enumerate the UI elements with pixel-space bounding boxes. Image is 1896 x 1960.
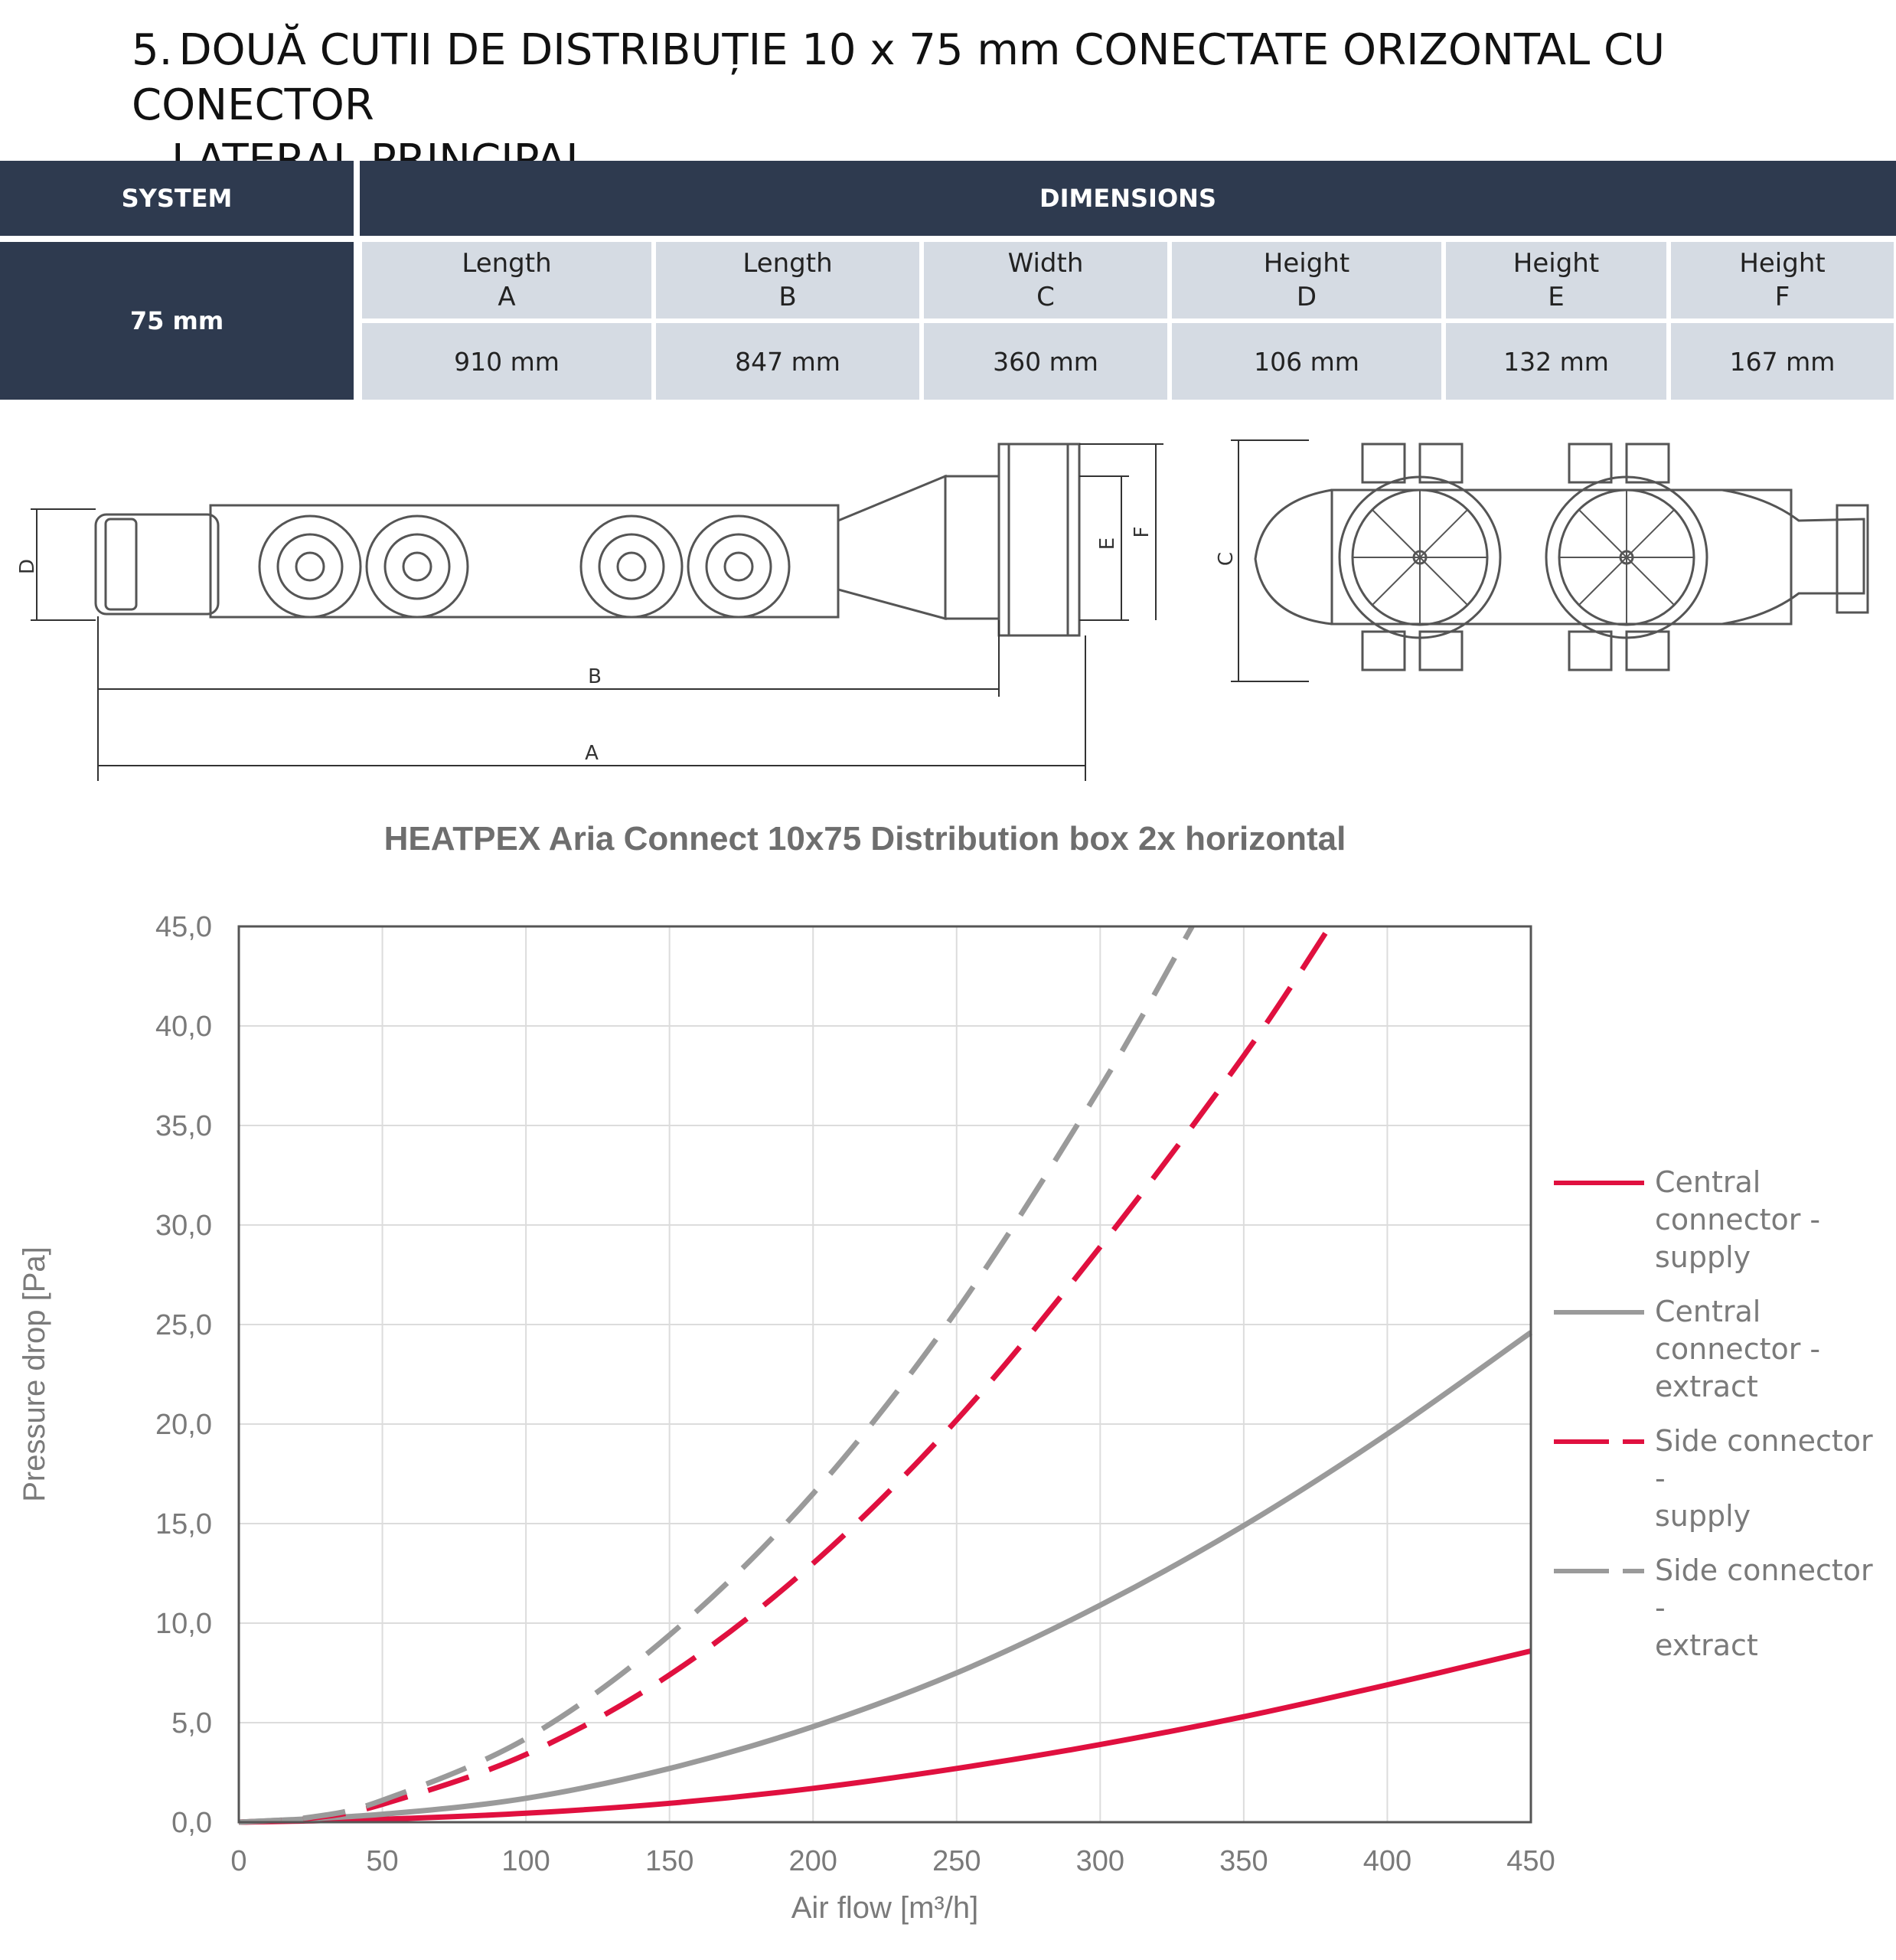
x-tick-label: 300	[1076, 1845, 1124, 1877]
legend-label-line: supply	[1655, 1240, 1751, 1274]
legend-swatch	[1554, 1439, 1644, 1444]
chart-title: HEATPEX Aria Connect 10x75 Distribution …	[384, 820, 1346, 858]
legend-swatch	[1554, 1310, 1644, 1315]
y-tick-label: 20,0	[155, 1409, 212, 1441]
table-cell: 106 mm	[1170, 318, 1444, 400]
legend-label-line: connector -	[1655, 1203, 1821, 1236]
legend-label-line: connector -	[1655, 1332, 1821, 1366]
y-tick-label: 40,0	[155, 1011, 212, 1043]
series-line-1	[238, 1648, 1532, 1825]
legend-label-line: Side connector -	[1655, 1424, 1873, 1495]
column-name: Length	[742, 248, 833, 279]
heading-number: 5.	[132, 25, 173, 75]
y-tick-label: 45,0	[155, 911, 212, 943]
dimension-label-d: D	[16, 559, 39, 574]
plot-frame	[237, 925, 1532, 1824]
column-label: Height D	[1170, 236, 1444, 318]
dimensions-header: DIMENSIONS	[360, 161, 1896, 236]
series-line-4	[238, 925, 1195, 1825]
legend-item: Side connector - extract	[1554, 1552, 1891, 1664]
table-cell: 910 mm	[360, 318, 654, 400]
series-line-3	[238, 925, 1333, 1825]
column-letter: D	[1296, 282, 1317, 312]
dimension-label-b: B	[588, 665, 602, 688]
x-tick-label: 50	[366, 1845, 398, 1877]
column-letter: F	[1774, 282, 1790, 312]
x-tick-label: 200	[789, 1845, 837, 1877]
legend-label-line: Central	[1655, 1165, 1761, 1199]
table-cell: 360 mm	[922, 318, 1170, 400]
dimension-label-f: F	[1131, 527, 1154, 538]
column-letter: B	[778, 282, 797, 312]
dimensions-table: SYSTEM DIMENSIONS 75 mm Length A Length B …	[0, 161, 1896, 400]
x-tick-label: 0	[230, 1845, 246, 1877]
legend-swatch	[1554, 1181, 1644, 1185]
dimension-label-a: A	[585, 742, 599, 765]
column-label: Width C	[922, 236, 1170, 318]
legend-label-line: extract	[1655, 1628, 1758, 1662]
x-tick-label: 400	[1363, 1845, 1411, 1877]
column-label: Length B	[654, 236, 922, 318]
legend-swatch	[1554, 1569, 1644, 1573]
legend-item: Central connector - supply	[1554, 1164, 1891, 1276]
legend-label-line: extract	[1655, 1370, 1758, 1403]
column-name: Height	[1739, 248, 1826, 279]
system-value: 75 mm	[0, 236, 360, 400]
table-cell: 132 mm	[1444, 318, 1669, 400]
column-label: Height E	[1444, 236, 1669, 318]
top-view-drawing: C	[1217, 439, 1869, 682]
y-tick-label: 35,0	[155, 1110, 212, 1142]
x-tick-label: 350	[1219, 1845, 1268, 1877]
y-tick-labels: 0,0 5,0 10,0 15,0 20,0 25,0 30,0 35,0 40,0 45,0	[155, 911, 212, 1839]
table-cell: 847 mm	[654, 318, 922, 400]
pressure-drop-chart: HEATPEX Aria Connect 10x75 Distribution …	[18, 820, 1555, 1925]
column-letter: E	[1548, 282, 1565, 312]
column-name: Length	[462, 248, 552, 279]
legend-item: Side connector - supply	[1554, 1423, 1891, 1535]
x-tick-label: 250	[932, 1845, 981, 1877]
x-axis-label: Air flow [m³/h]	[791, 1891, 978, 1925]
column-letter: A	[498, 282, 516, 312]
y-tick-label: 10,0	[155, 1608, 212, 1640]
chart-legend: Central connector - supply Central connector…	[1554, 1164, 1891, 1681]
column-name: Width	[1007, 248, 1084, 279]
x-tick-label: 450	[1506, 1845, 1555, 1877]
legend-item: Central connector - extract	[1554, 1293, 1891, 1406]
table-value-row: 910 mm 847 mm 360 mm 106 mm 132 mm 167 m…	[0, 318, 1896, 400]
x-tick-labels: 0 50 100 150 200 250 300 350 400 450	[230, 1845, 1555, 1877]
column-label: Length A	[360, 236, 654, 318]
x-tick-label: 150	[645, 1845, 693, 1877]
y-tick-label: 15,0	[155, 1508, 212, 1540]
column-letter: C	[1036, 282, 1055, 312]
table-header-row: SYSTEM DIMENSIONS	[0, 161, 1896, 236]
system-header: SYSTEM	[0, 161, 360, 236]
side-view-drawing: B A D E F	[16, 443, 1163, 781]
dimension-label-e: E	[1096, 537, 1119, 550]
y-tick-label: 0,0	[171, 1807, 212, 1839]
chart-grid	[238, 926, 1532, 1823]
legend-label-line: supply	[1655, 1499, 1751, 1533]
y-axis-label: Pressure drop [Pa]	[18, 1246, 51, 1502]
y-tick-label: 25,0	[155, 1309, 212, 1341]
column-name: Height	[1513, 248, 1600, 279]
series-line-2	[238, 1330, 1533, 1825]
series-layer	[238, 925, 1533, 1825]
heading-line-1: DOUĂ CUTII DE DISTRIBUȚIE 10 x 75 mm CON…	[132, 25, 1666, 130]
y-tick-label: 5,0	[171, 1707, 212, 1740]
column-name: Height	[1263, 248, 1350, 279]
dimension-label-c: C	[1217, 552, 1238, 566]
table-label-row: 75 mm Length A Length B Width C Height D Hei…	[0, 236, 1896, 400]
x-tick-label: 100	[501, 1845, 550, 1877]
legend-label-line: Central	[1655, 1295, 1761, 1328]
table-cell: 167 mm	[1669, 318, 1896, 400]
column-label: Height F	[1669, 236, 1896, 318]
y-tick-label: 30,0	[155, 1210, 212, 1242]
legend-label-line: Side connector -	[1655, 1553, 1873, 1625]
